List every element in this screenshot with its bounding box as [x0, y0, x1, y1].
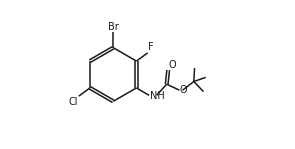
Text: Br: Br [108, 22, 119, 32]
Text: O: O [169, 60, 176, 70]
Text: NH: NH [150, 91, 164, 101]
Text: O: O [180, 85, 187, 96]
Text: Cl: Cl [69, 97, 78, 107]
Text: F: F [148, 42, 154, 52]
